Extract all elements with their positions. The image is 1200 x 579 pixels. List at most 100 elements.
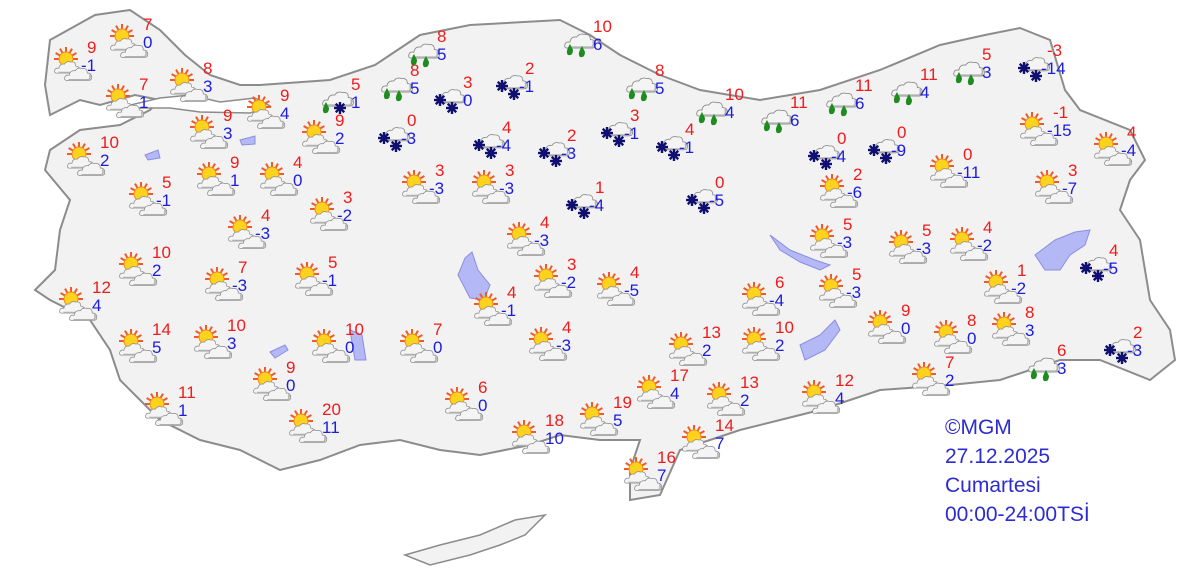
station-marker: 4 -3: [226, 207, 286, 253]
station-marker: 11 1: [143, 384, 203, 430]
min-temp: 3: [203, 77, 213, 96]
partly-cloudy-icon: [580, 402, 619, 436]
partly-cloudy-icon: [912, 362, 951, 396]
max-temp: 19: [613, 393, 632, 412]
min-temp: 0: [345, 338, 355, 357]
station-marker: -3 -14: [1012, 42, 1072, 88]
max-temp: 8: [655, 61, 665, 80]
max-temp: 0: [715, 173, 725, 192]
station-marker: 4 -4: [467, 119, 527, 165]
min-temp: -3: [556, 336, 572, 355]
min-temp: -1: [81, 56, 97, 75]
station-marker: 4 -1: [472, 284, 532, 330]
station-marker: 20 11: [287, 401, 347, 447]
min-temp: -3: [232, 276, 248, 295]
partly-cloudy-icon: [190, 115, 229, 149]
partly-cloudy-icon: [992, 312, 1031, 346]
rain-icon: [1028, 357, 1061, 382]
partly-cloudy-icon: [534, 264, 573, 298]
max-temp: 12: [835, 371, 854, 390]
station-marker: 11 6: [820, 77, 880, 123]
max-temp: 10: [345, 320, 364, 339]
max-temp: 11: [790, 93, 808, 112]
max-temp: 18: [545, 411, 564, 430]
station-marker: 3 -7: [1033, 162, 1093, 208]
max-temp: 2: [853, 165, 863, 184]
max-temp: 7: [945, 353, 955, 372]
min-temp: -3: [255, 224, 271, 243]
station-marker: 10 2: [117, 244, 177, 290]
station-marker: 18 10: [510, 412, 570, 458]
partly-cloudy-icon: [1094, 132, 1133, 166]
partly-cloudy-icon: [802, 380, 841, 414]
partly-cloudy-icon: [119, 329, 158, 363]
min-temp: -1: [624, 124, 640, 143]
max-temp: 7: [238, 258, 248, 277]
rain-icon: [761, 109, 794, 134]
rain-icon: [626, 77, 659, 102]
max-temp: 16: [657, 448, 676, 467]
max-temp: 4: [1127, 123, 1137, 142]
max-temp: 8: [203, 59, 213, 78]
station-marker: 11 6: [755, 94, 815, 140]
min-temp: -4: [1121, 141, 1137, 160]
min-temp: -3: [846, 283, 862, 302]
min-temp: -3: [837, 233, 853, 252]
station-marker: 12 4: [57, 279, 117, 325]
min-temp: 4: [670, 384, 680, 403]
min-temp: 1: [351, 93, 361, 112]
station-marker: 1 -4: [560, 179, 620, 225]
max-temp: -3: [1047, 41, 1063, 60]
partly-cloudy-icon: [950, 227, 989, 261]
max-temp: 8: [410, 61, 420, 80]
station-marker: 10 3: [192, 317, 252, 363]
max-temp: 10: [593, 17, 612, 36]
station-marker: 19 5: [578, 394, 638, 440]
lake-tuz: [457, 251, 491, 301]
partly-cloudy-icon: [624, 457, 663, 491]
min-temp: 2: [702, 341, 712, 360]
station-marker: 0 -5: [680, 174, 740, 220]
max-temp: 8: [437, 27, 447, 46]
min-temp: -1: [501, 301, 517, 320]
min-temp: 2: [945, 371, 955, 390]
max-temp: 9: [223, 106, 233, 125]
snow-icon: [538, 141, 571, 167]
snow-icon: [686, 188, 719, 214]
rain-icon: [696, 101, 729, 126]
partly-cloudy-icon: [472, 170, 511, 204]
min-temp: 4: [92, 296, 102, 315]
max-temp: 17: [670, 366, 689, 385]
lake-ataturk: [799, 319, 841, 361]
max-temp: 4: [1109, 241, 1119, 260]
station-marker: 12 4: [800, 372, 860, 418]
partly-cloudy-icon: [54, 47, 93, 81]
max-temp: 12: [92, 278, 111, 297]
max-temp: 9: [280, 86, 290, 105]
station-marker: 2 -3: [1098, 324, 1158, 370]
lake-beysehir: [349, 329, 367, 361]
station-marker: 13 2: [667, 324, 727, 370]
rain-snow-icon: [322, 91, 355, 114]
min-temp: 0: [478, 396, 488, 415]
min-temp: -2: [977, 236, 993, 255]
max-temp: 7: [433, 320, 443, 339]
min-temp: -2: [337, 206, 353, 225]
max-temp: 10: [775, 318, 794, 337]
max-temp: 6: [478, 378, 488, 397]
max-temp: 4: [507, 283, 517, 302]
max-temp: 5: [852, 265, 862, 284]
max-temp: 3: [1068, 161, 1078, 180]
max-temp: 5: [328, 253, 338, 272]
partly-cloudy-icon: [59, 287, 98, 321]
min-temp: 4: [835, 389, 845, 408]
min-temp: 1: [178, 401, 188, 420]
